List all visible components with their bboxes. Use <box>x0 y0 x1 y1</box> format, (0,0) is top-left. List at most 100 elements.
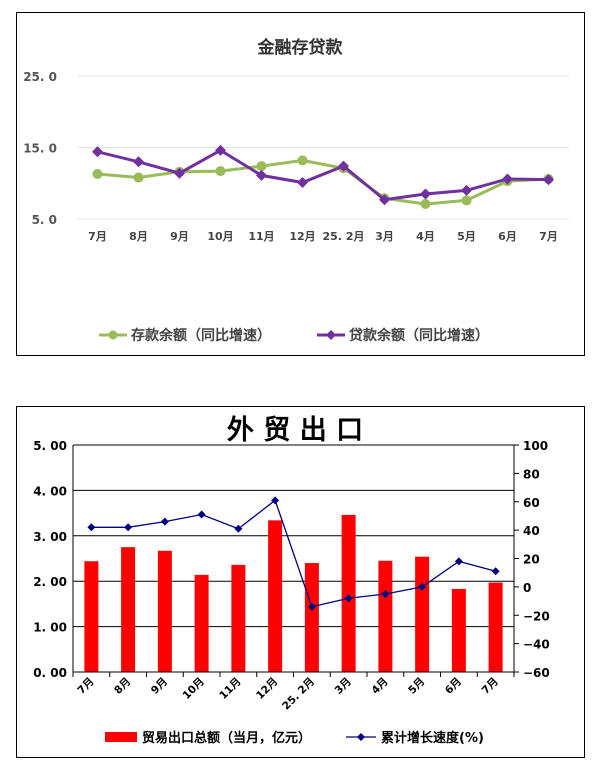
growth-legend-marker <box>357 733 365 741</box>
growth-point <box>234 524 243 533</box>
deposit-point <box>256 161 267 172</box>
export-legend-swatch <box>105 732 137 742</box>
x-tick-label: 6月 <box>498 230 517 243</box>
export-bar <box>451 588 466 672</box>
x-tick-label: 25. 2月 <box>323 230 365 243</box>
deposit-point <box>215 166 226 177</box>
y-right-tick-label: 40 <box>523 524 540 538</box>
x-tick-label: 25. 2月 <box>280 676 317 713</box>
x-tick-label: 11月 <box>248 230 274 243</box>
trade-chart: 外 贸 出 口 5. 00 4. 00 3. 00 2. 00 1. 00 0. 00 10… <box>33 415 550 746</box>
y-right-tick-label: 20 <box>523 553 540 567</box>
export-bar <box>415 556 430 672</box>
loan-point <box>420 188 431 200</box>
y-right-tick-label: 0 <box>523 581 531 595</box>
export-bar <box>194 574 209 672</box>
deposit-point <box>461 195 472 206</box>
growth-point <box>454 557 463 566</box>
y-right-tick-label: 60 <box>523 496 540 510</box>
growth-point <box>418 582 427 591</box>
export-bar <box>157 550 172 672</box>
export-bar <box>231 564 246 672</box>
loan-point <box>133 156 144 168</box>
x-tick-label: 7月 <box>88 230 107 243</box>
trade-legend: 贸易出口总额（当月，亿元） 累计增长速度(%) <box>105 730 484 746</box>
x-tick-label: 8月 <box>112 676 133 697</box>
y-left-tick-label: 0. 00 <box>33 666 67 680</box>
x-tick-label: 7月 <box>539 230 558 243</box>
finance-y-axis: 25. 0 15. 0 5. 0 <box>23 70 57 227</box>
loan-series-line <box>97 148 549 202</box>
growth-point <box>381 589 390 598</box>
x-tick-label: 3月 <box>333 676 354 697</box>
loan-point <box>215 144 226 156</box>
export-bar <box>268 520 283 672</box>
loan-point <box>461 184 472 196</box>
trade-axes: 5. 00 4. 00 3. 00 2. 00 1. 00 0. 00 100 80 60 40 2… <box>33 439 550 712</box>
export-bar <box>304 563 319 672</box>
x-tick-label: 6月 <box>443 676 464 697</box>
trade-gridlines <box>73 444 514 628</box>
finance-chart-panel: 金融存贷款 25. 0 15. 0 5. 0 7月 8月 9月 10月 11月 12月 25. … <box>16 12 585 356</box>
deposit-legend-marker <box>108 330 118 340</box>
export-bar <box>341 514 356 672</box>
y-tick-label: 25. 0 <box>23 70 57 84</box>
loan-point <box>297 177 308 189</box>
trade-chart-title: 外 贸 出 口 <box>227 415 363 446</box>
deposit-legend-label: 存款余额（同比增速） <box>131 327 271 344</box>
growth-point <box>307 602 316 611</box>
deposit-series-line <box>97 158 549 206</box>
y-right-tick-label: 80 <box>523 467 540 481</box>
loan-legend-label: 贷款余额（同比增速） <box>349 327 489 344</box>
finance-chart: 金融存贷款 25. 0 15. 0 5. 0 7月 8月 9月 10月 11月 12月 25. … <box>23 37 569 344</box>
growth-point <box>124 523 133 532</box>
x-tick-label: 10月 <box>207 230 233 243</box>
finance-gridlines <box>77 75 569 220</box>
x-tick-label: 7月 <box>75 676 96 697</box>
finance-legend: 存款余额（同比增速） 贷款余额（同比增速） <box>99 327 489 344</box>
y-right-tick-label: −60 <box>523 666 550 680</box>
x-tick-label: 4月 <box>369 676 390 697</box>
y-left-tick-label: 2. 00 <box>33 575 67 589</box>
export-bar <box>121 547 136 672</box>
growth-point <box>344 594 353 603</box>
export-legend-label: 贸易出口总额（当月，亿元） <box>142 730 311 746</box>
x-tick-label: 4月 <box>416 230 435 243</box>
x-tick-label: 5月 <box>457 230 476 243</box>
x-tick-label: 8月 <box>129 230 148 243</box>
trade-growth-line <box>87 496 500 611</box>
loan-point <box>174 167 185 179</box>
deposit-point <box>297 155 308 166</box>
y-right-tick-label: 100 <box>523 439 548 453</box>
loan-point <box>379 194 390 206</box>
x-tick-label: 11月 <box>217 676 243 702</box>
y-left-tick-label: 5. 00 <box>33 439 67 453</box>
x-tick-label: 12月 <box>254 676 280 702</box>
x-tick-label: 9月 <box>170 230 189 243</box>
export-bar <box>84 561 99 672</box>
x-tick-label: 7月 <box>480 676 501 697</box>
x-tick-label: 5月 <box>406 676 427 697</box>
growth-point <box>87 523 96 532</box>
x-tick-label: 10月 <box>180 676 206 702</box>
export-bar <box>378 560 393 672</box>
loan-point <box>256 169 267 181</box>
x-tick-label: 3月 <box>375 230 394 243</box>
loan-point <box>92 146 103 158</box>
loan-legend-marker <box>326 330 336 340</box>
y-left-tick-label: 1. 00 <box>33 621 67 635</box>
trade-chart-panel: 外 贸 出 口 5. 00 4. 00 3. 00 2. 00 1. 00 0. 00 10… <box>16 406 585 758</box>
growth-point <box>197 510 206 519</box>
y-right-tick-label: −20 <box>523 609 550 623</box>
growth-point <box>491 567 500 576</box>
growth-point <box>160 517 169 526</box>
finance-chart-title: 金融存贷款 <box>257 37 344 58</box>
growth-legend-label: 累计增长速度(%) <box>381 730 484 746</box>
loan-point <box>338 160 349 172</box>
x-tick-label: 12月 <box>289 230 315 243</box>
y-tick-label: 15. 0 <box>23 142 57 156</box>
deposit-point <box>133 172 144 183</box>
loan-point <box>502 173 513 185</box>
finance-x-axis: 7月 8月 9月 10月 11月 12月 25. 2月 3月 4月 5月 6月 7月 <box>88 230 558 243</box>
y-left-tick-label: 4. 00 <box>33 484 67 498</box>
